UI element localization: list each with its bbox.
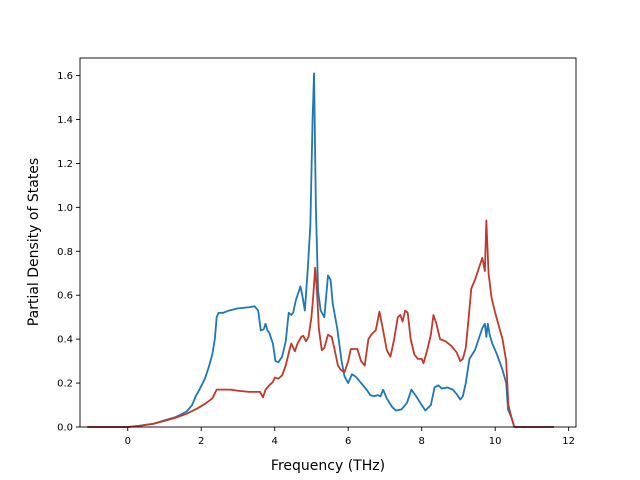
- x-tick-label: 2: [198, 436, 204, 447]
- y-tick-label: 1.4: [57, 115, 73, 126]
- y-axis-label: Partial Density of States: [26, 158, 42, 326]
- x-tick-label: 4: [272, 436, 278, 447]
- axes-layer: 0 2 4 6 8 10 12 0.0 0.2 0.4 0.6 0.8 1.0 1.2 1.4 1.6: [57, 57, 577, 447]
- x-axis-label: Frequency (THz): [271, 458, 385, 474]
- x-tick-label: 0: [125, 436, 131, 447]
- x-tick-label: 6: [345, 436, 351, 447]
- y-tick-label: 0.0: [57, 423, 73, 434]
- x-tick-label: 8: [419, 436, 425, 447]
- y-tick-label: 0.8: [57, 247, 73, 258]
- plot-frame: [79, 57, 577, 428]
- series-line-2: [87, 219, 554, 428]
- series-line-1: [87, 72, 554, 428]
- y-tick-label: 0.6: [57, 291, 73, 302]
- y-tick-label: 0.4: [57, 335, 73, 346]
- x-tick-label: 12: [562, 436, 575, 447]
- y-tick-label: 0.2: [57, 379, 73, 390]
- x-tick-label: 10: [489, 436, 502, 447]
- y-tick-label: 1.2: [57, 159, 73, 170]
- series-layer: [87, 72, 554, 428]
- y-tick-label: 1.6: [57, 71, 73, 82]
- y-tick-label: 1.0: [57, 203, 73, 214]
